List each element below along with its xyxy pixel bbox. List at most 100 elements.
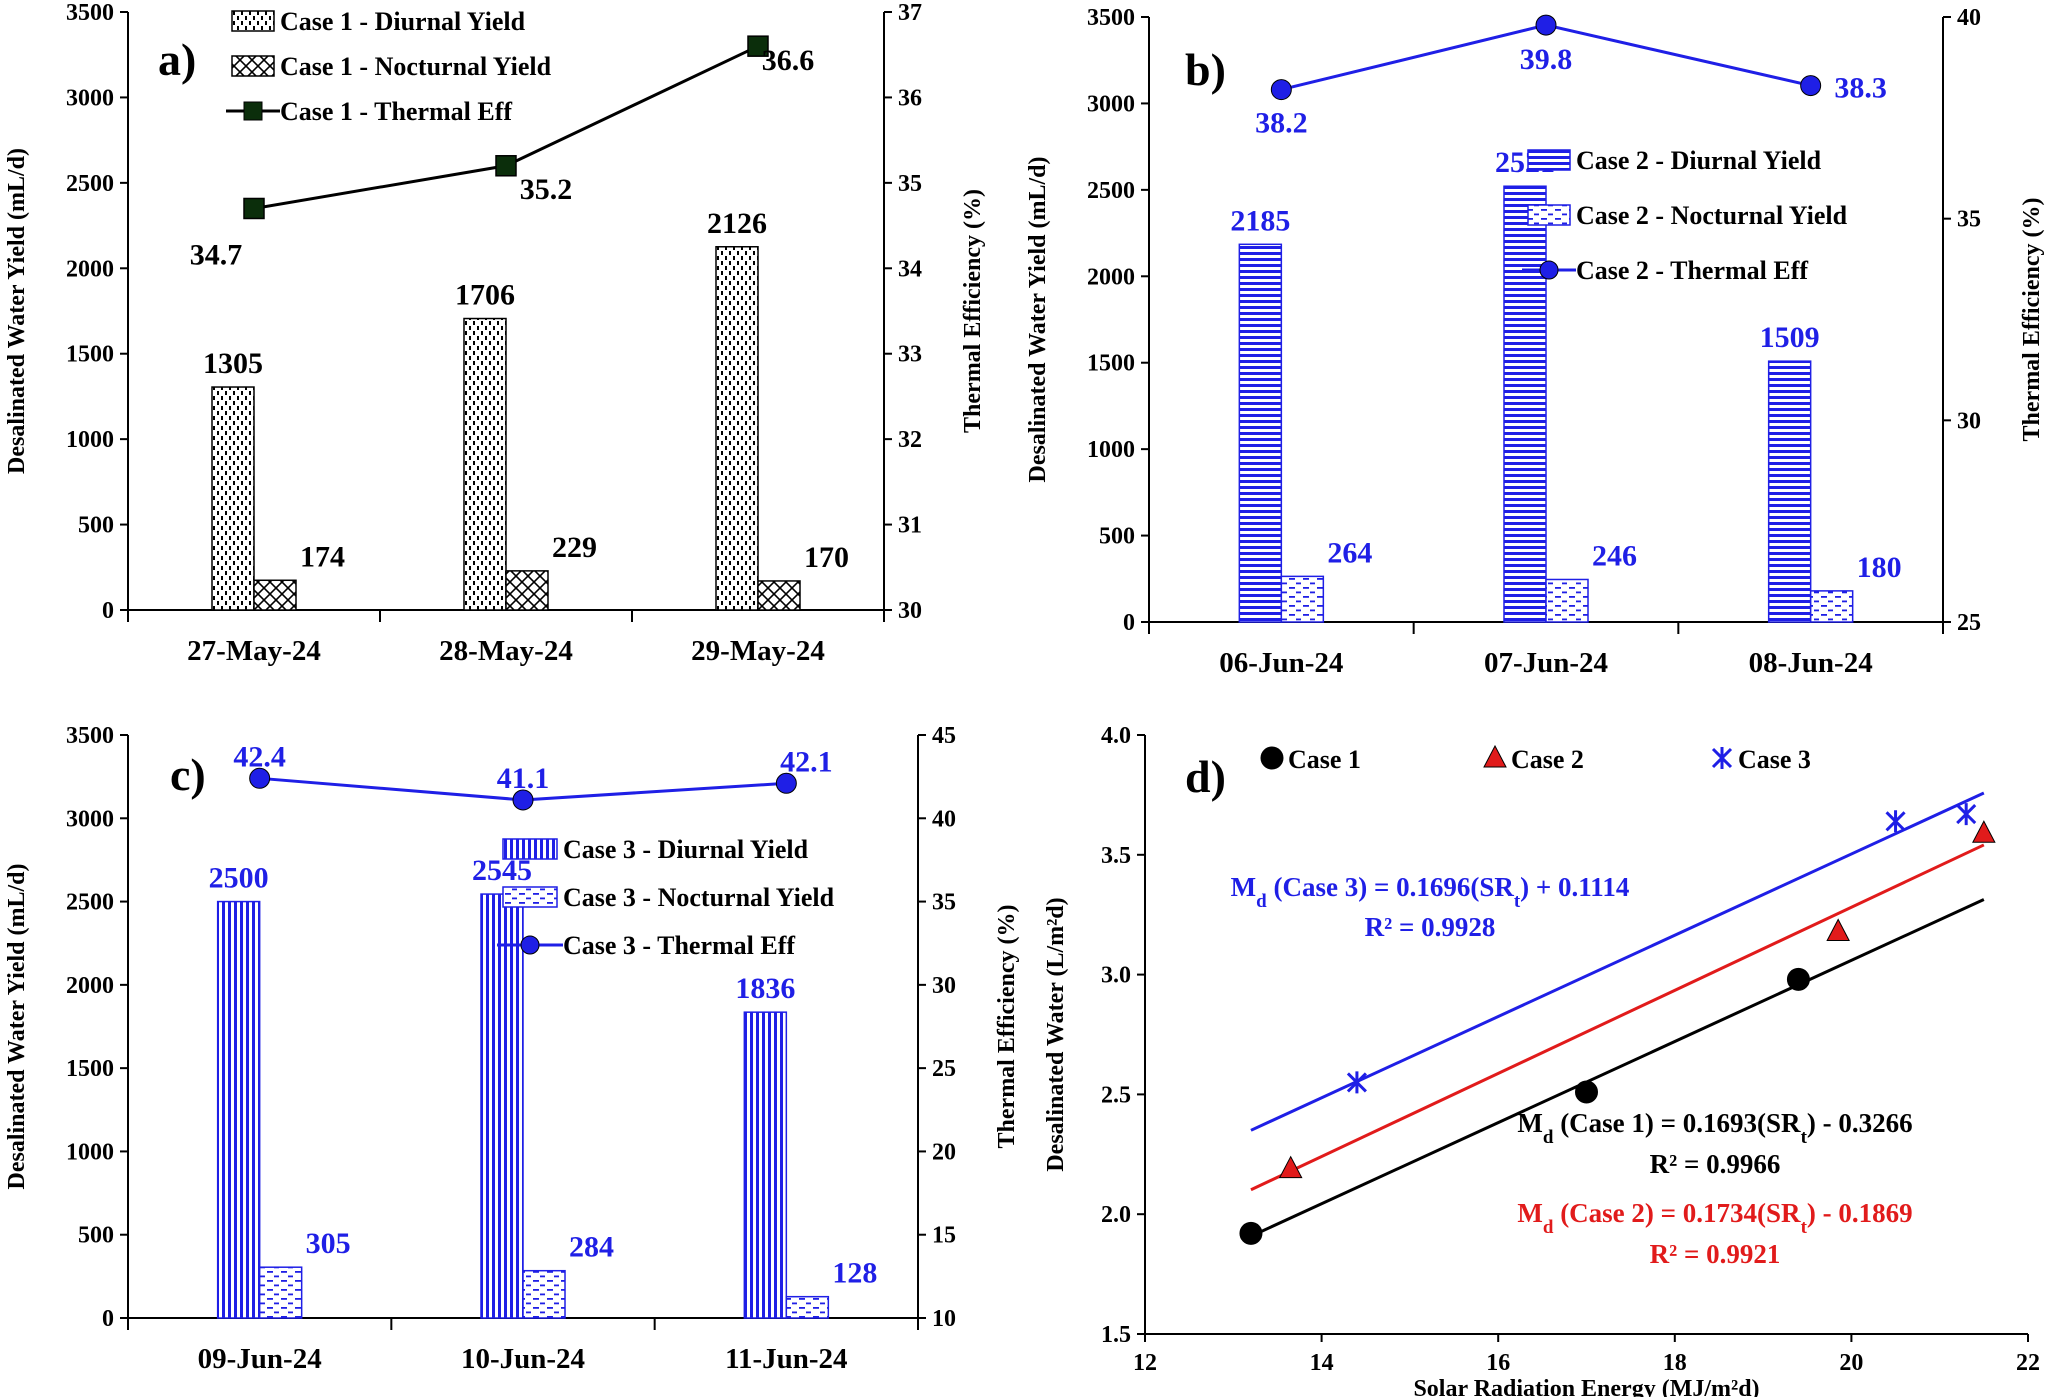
y2-tick-label: 32 [898, 427, 922, 453]
y-tick-label: 2000 [1087, 264, 1135, 290]
thermal-eff-data-label: 38.2 [1255, 107, 1308, 140]
legend-label: Case 3 - Nocturnal Yield [563, 883, 835, 912]
x-category-label: 06-Jun-24 [1219, 647, 1343, 679]
y2-tick-label: 35 [932, 890, 956, 916]
equation-part: d [1256, 891, 1267, 912]
legend-label: Case 3 - Diurnal Yield [563, 835, 809, 864]
y2-tick-label: 30 [1957, 408, 1981, 434]
y-tick-label: 3500 [66, 723, 114, 749]
x-tick-label: 22 [2016, 1350, 2040, 1376]
y2-tick-label: 30 [898, 598, 922, 624]
diurnal-bar [216, 900, 261, 1319]
x-category-label: 11-Jun-24 [725, 1343, 847, 1375]
fit-line-1 [1250, 898, 1985, 1238]
legend-label: Case 2 [1511, 745, 1584, 774]
x-category-label: 27-May-24 [187, 635, 321, 667]
fit-line-3 [1250, 791, 1985, 1132]
y-tick-label: 3500 [1087, 5, 1135, 31]
y-tick-label: 3.5 [1101, 843, 1131, 869]
y2-tick-label: 25 [1957, 610, 1981, 636]
equation-part: d [1543, 1217, 1554, 1238]
y2-axis-title: Thermal Efficiency (%) [994, 905, 1020, 1149]
legend-label: Case 1 - Nocturnal Yield [280, 52, 552, 81]
r2-label-case-2: R² = 0.9921 [1650, 1239, 1781, 1269]
panel-c: 0 500 1000 1500 2000 2500 3000 3500 10 15 20 25 30 35… [4, 723, 1020, 1375]
r2-label-case-1: R² = 0.9966 [1650, 1149, 1781, 1179]
y-tick-label: 1.5 [1101, 1322, 1131, 1348]
scatter-point-case-1 [1239, 1221, 1263, 1245]
equation-part: ) + 0.1114 [1520, 872, 1629, 902]
scatter-point-case-3 [1346, 1071, 1367, 1094]
y-tick-label: 3.0 [1101, 963, 1131, 989]
legend-marker [1711, 747, 1733, 769]
equation-part: (Case 2) = 0.1734(SR [1553, 1198, 1801, 1228]
nocturnal-data-label: 305 [306, 1227, 351, 1260]
thermal-eff-marker [1270, 79, 1292, 101]
fit-line-2 [1250, 843, 1985, 1192]
thermal-eff-data-label: 42.1 [780, 745, 833, 778]
x-tick-label: 16 [1486, 1350, 1510, 1376]
x-axis-title: Solar Radiation Energy (MJ/m²d) [1413, 1376, 1759, 1397]
nocturnal-bar [785, 1295, 830, 1319]
y-tick-label: 3500 [66, 0, 114, 26]
panel-d: 1.5 2.0 2.5 3.0 3.5 4.0 12 14 16 18 20 22 Solar Radi… [1043, 723, 2040, 1397]
y-tick-label: 1500 [1087, 351, 1135, 377]
y2-tick-label: 10 [932, 1306, 956, 1332]
diurnal-bar [715, 246, 759, 611]
nocturnal-data-label: 284 [569, 1231, 614, 1264]
legend-label: Case 1 - Thermal Eff [280, 97, 512, 126]
nocturnal-data-label: 229 [552, 531, 597, 564]
nocturnal-data-label: 128 [832, 1257, 877, 1290]
thermal-eff-data-label: 38.3 [1834, 72, 1887, 105]
x-category-label: 29-May-24 [691, 635, 825, 667]
y-tick-label: 1000 [1087, 437, 1135, 463]
fit-equation-case-1: Md (Case 1) = 0.1693(SRt) - 0.3266 [1517, 1108, 1912, 1148]
legend-label: Case 1 - Diurnal Yield [280, 7, 526, 36]
diurnal-data-label: 2500 [209, 862, 269, 895]
thermal-eff-marker [495, 155, 517, 177]
equation-part: t [1514, 891, 1521, 912]
scatter-point-case-2 [1972, 820, 1996, 843]
nocturnal-bar [1809, 590, 1854, 623]
legend-marker [243, 101, 263, 121]
y2-tick-label: 31 [898, 513, 922, 539]
y-axis-title: Desalinated Water Yield (mL/d) [4, 148, 30, 474]
x-tick-label: 12 [1133, 1350, 1157, 1376]
legend-marker [1260, 746, 1284, 770]
panel-label: c) [170, 749, 206, 800]
x-tick-label: 18 [1663, 1350, 1687, 1376]
diurnal-bar [211, 386, 255, 611]
nocturnal-data-label: 264 [1327, 536, 1372, 569]
x-category-label: 10-Jun-24 [461, 1343, 585, 1375]
panel-b: 0 500 1000 1500 2000 2500 3000 3500 25 30 35 40 06-J… [1025, 5, 2045, 679]
y-tick-label: 500 [1099, 524, 1135, 550]
equation-part: t [1801, 1127, 1808, 1148]
y-tick-label: 0 [102, 598, 114, 624]
legend: Case 1 Case 2 Case 3 [1260, 744, 1811, 774]
equation-part: ) - 0.3266 [1807, 1108, 1913, 1138]
equation-part: M [1231, 872, 1256, 902]
fit-equation-case-2: Md (Case 2) = 0.1734(SRt) - 0.1869 [1517, 1198, 1912, 1238]
legend-marker [1539, 260, 1559, 280]
y-tick-label: 3000 [1087, 91, 1135, 117]
y2-tick-label: 20 [932, 1139, 956, 1165]
diurnal-bar [1238, 243, 1283, 623]
legend-swatch [502, 838, 558, 860]
y-tick-label: 3000 [66, 85, 114, 111]
y2-tick-label: 37 [898, 0, 922, 26]
equation-part: M [1517, 1198, 1542, 1228]
nocturnal-data-label: 246 [1592, 539, 1637, 572]
x-category-label: 28-May-24 [439, 635, 573, 667]
y-tick-label: 4.0 [1101, 723, 1131, 749]
diurnal-data-label: 1509 [1760, 321, 1820, 354]
x-category-label: 07-Jun-24 [1484, 647, 1608, 679]
y-axis-title: Desalinated Water Yield (mL/d) [4, 864, 30, 1190]
y-tick-label: 1000 [66, 427, 114, 453]
y-tick-label: 0 [1123, 610, 1135, 636]
legend-marker [1483, 744, 1507, 768]
thermal-eff-marker [747, 35, 769, 57]
y-tick-label: 2500 [66, 171, 114, 197]
legend-label: Case 3 - Thermal Eff [563, 931, 795, 960]
scatter-point-case-2 [1826, 918, 1850, 941]
nocturnal-data-label: 180 [1857, 551, 1902, 584]
